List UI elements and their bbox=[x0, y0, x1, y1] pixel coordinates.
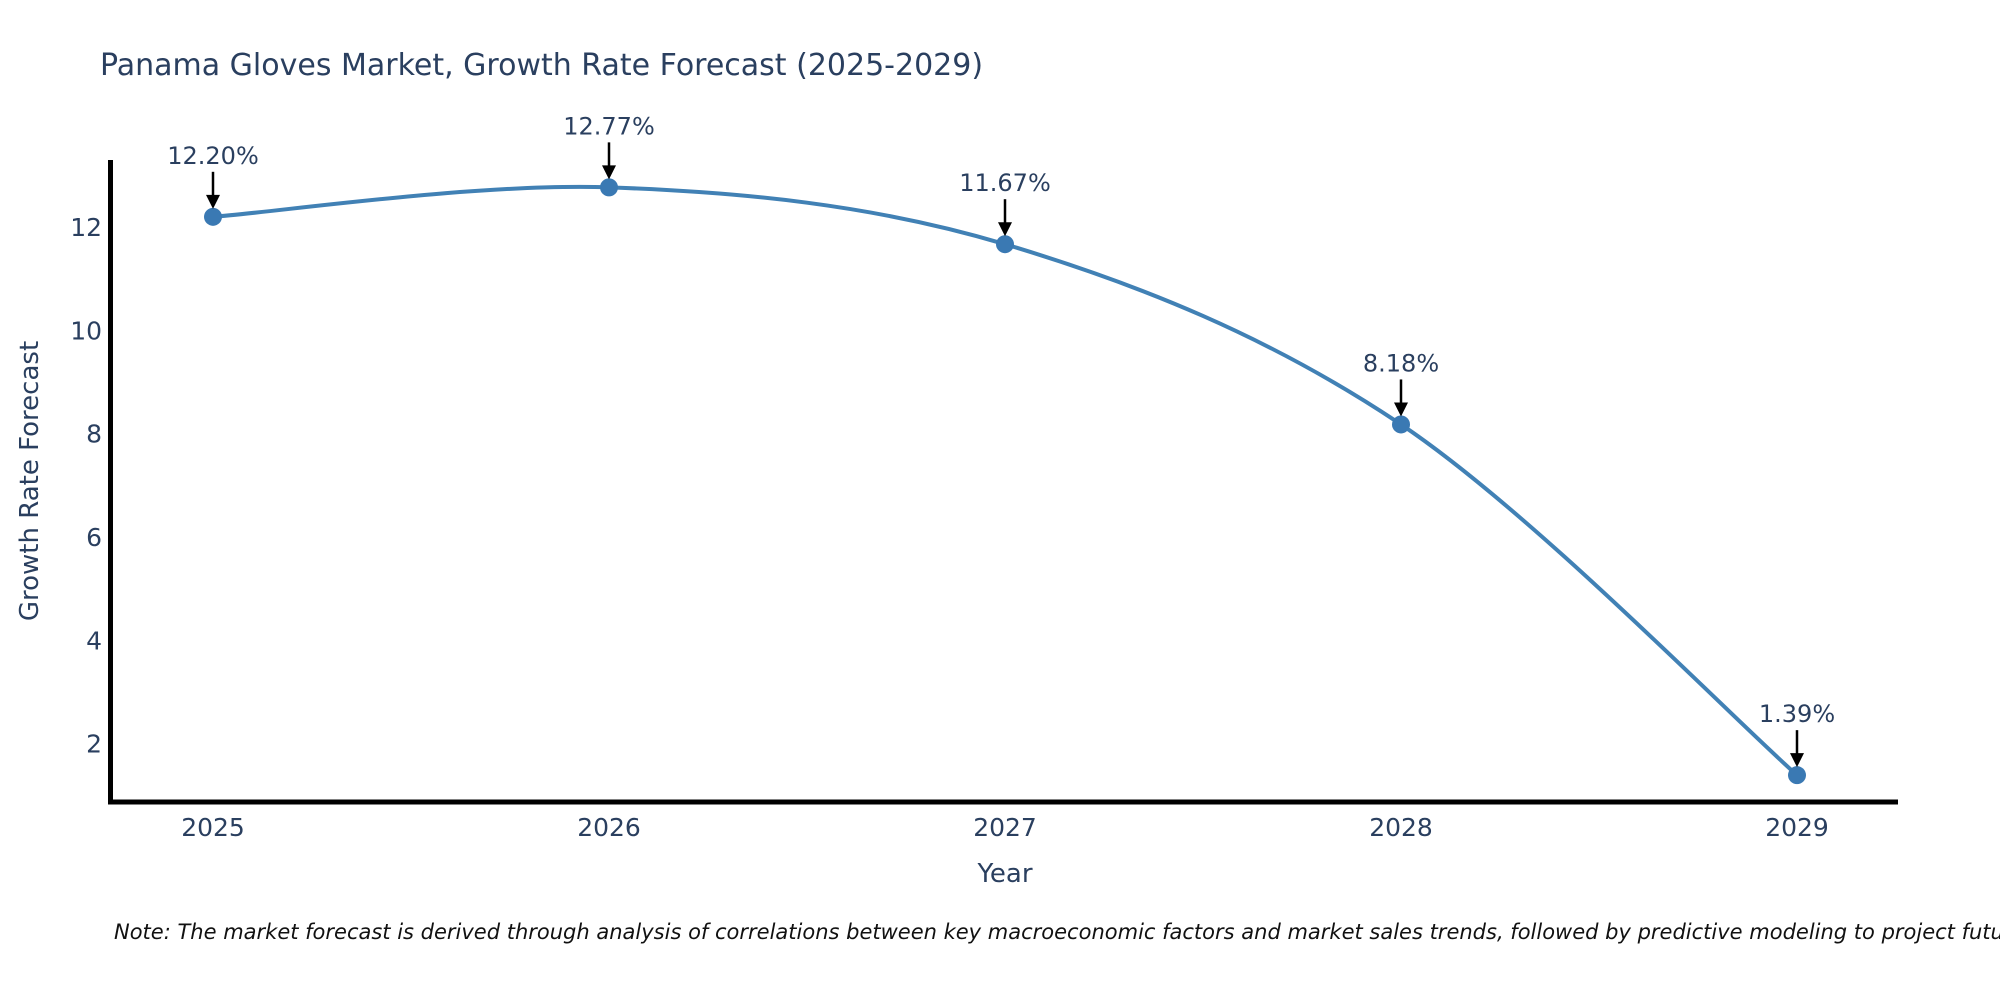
annotation-arrowhead-icon bbox=[1394, 402, 1408, 417]
annotation-arrowhead-icon bbox=[1790, 753, 1804, 768]
annotation-label: 12.77% bbox=[563, 112, 655, 140]
x-tick-label: 2028 bbox=[1369, 813, 1433, 842]
y-tick-label: 8 bbox=[86, 420, 102, 449]
y-tick-label: 2 bbox=[86, 730, 102, 759]
y-tick-label: 10 bbox=[70, 316, 102, 345]
y-axis-title: Growth Rate Forecast bbox=[15, 341, 45, 621]
x-axis-title: Year bbox=[976, 859, 1032, 889]
x-tick-label: 2027 bbox=[973, 813, 1037, 842]
x-tick-label: 2029 bbox=[1765, 813, 1829, 842]
annotation-label: 11.67% bbox=[959, 169, 1051, 197]
annotation-label: 8.18% bbox=[1363, 349, 1439, 377]
series-line bbox=[211, 184, 1799, 778]
y-tick-label: 4 bbox=[86, 626, 102, 655]
annotation-arrowhead-icon bbox=[602, 165, 616, 180]
data-point-marker[interactable] bbox=[204, 207, 222, 226]
data-point-marker[interactable] bbox=[600, 178, 618, 197]
data-point-marker[interactable] bbox=[1392, 415, 1410, 434]
annotation-label: 1.39% bbox=[1759, 700, 1835, 728]
chart-footnote: Note: The market forecast is derived thr… bbox=[114, 920, 2000, 944]
annotation-arrowhead-icon bbox=[998, 222, 1012, 237]
y-tick-label: 12 bbox=[70, 213, 102, 242]
annotation-arrowhead-icon bbox=[206, 194, 220, 209]
annotation-label: 12.20% bbox=[167, 142, 259, 170]
y-tick-label: 6 bbox=[86, 523, 102, 552]
data-point-marker[interactable] bbox=[1788, 766, 1806, 785]
plot-area[interactable] bbox=[112, 160, 1898, 802]
x-tick-label: 2026 bbox=[577, 813, 641, 842]
chart-title: Panama Gloves Market, Growth Rate Foreca… bbox=[100, 48, 984, 83]
x-tick-label: 2025 bbox=[181, 813, 245, 842]
data-point-marker[interactable] bbox=[996, 235, 1014, 254]
